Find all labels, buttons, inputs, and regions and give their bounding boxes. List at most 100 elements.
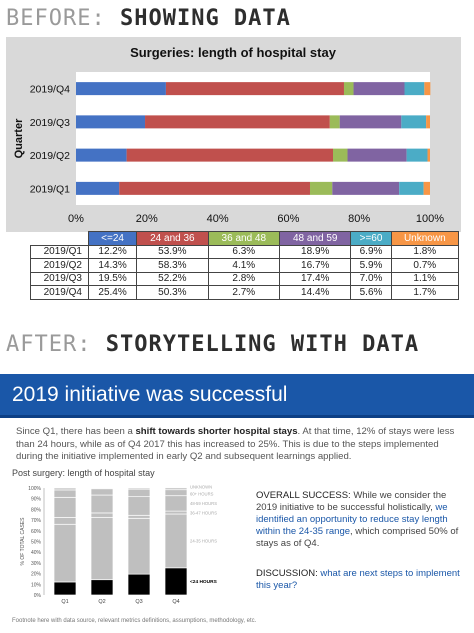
- after-bar-segment: [53, 487, 77, 491]
- table-cell: 25.4%: [87, 285, 138, 300]
- table-cell: 7.0%: [350, 271, 392, 286]
- banner-title: 2019 initiative was successful: [12, 383, 288, 406]
- after-bar-segment: [53, 489, 77, 498]
- table-cell: 0.7%: [390, 258, 460, 273]
- after-bar-segment: [90, 487, 114, 490]
- after-bar-segment: [164, 513, 188, 569]
- table-quarter-cell: 2019/Q3: [30, 271, 89, 286]
- table-cell: 50.3%: [136, 285, 209, 300]
- table-cell: 16.7%: [279, 258, 352, 273]
- before-category-label: 2019/Q4: [30, 84, 70, 96]
- table-cell: 6.9%: [350, 244, 392, 259]
- before-prefix: BEFORE:: [6, 6, 106, 31]
- table-quarter-cell: 2019/Q4: [30, 285, 89, 300]
- before-bar-segment: [165, 82, 344, 96]
- before-data-table: <=24 24 and 36 36 and 48 48 and 59 >=60 Unkno…: [30, 231, 460, 300]
- after-bar-segment: [127, 488, 151, 498]
- table-cell: 14.4%: [279, 285, 352, 300]
- success-text1: While we consider the 2019 initiative to…: [256, 490, 447, 513]
- after-bar-segment: [127, 496, 151, 516]
- before-bar-segment: [424, 82, 431, 96]
- after-series-label: 24-35 HOURS: [190, 538, 217, 543]
- before-title: SHOWING DATA: [119, 6, 291, 31]
- table-quarter-cell: 2019/Q1: [30, 244, 89, 259]
- after-x-tick-label: Q4: [172, 599, 179, 605]
- table-header-cell: 36 and 48: [207, 231, 281, 246]
- after-bar-segment: [127, 514, 151, 519]
- before-bar-segment: [404, 82, 425, 96]
- table-cell: 6.3%: [207, 244, 281, 259]
- table-header-cell: 24 and 36: [136, 231, 209, 246]
- after-series-label: 48-59 HOURS: [190, 501, 217, 506]
- after-y-tick-label: 10%: [31, 582, 42, 588]
- before-bar-segment: [333, 148, 348, 162]
- table-cell: 2.7%: [207, 285, 281, 300]
- before-bar-segment: [401, 115, 427, 129]
- table-cell: 17.4%: [279, 271, 352, 286]
- before-x-tick-label: 40%: [207, 213, 229, 225]
- before-bar-segment: [76, 115, 146, 129]
- before-heading: BEFORE: SHOWING DATA: [6, 6, 291, 31]
- success-note: OVERALL SUCCESS: While we consider the 2…: [256, 490, 468, 550]
- intro-bold: shift towards shorter hospital stays: [135, 426, 298, 437]
- after-x-tick-label: Q3: [135, 599, 142, 605]
- table-body: 2019/Q1 12.2% 53.9% 6.3% 18.9% 6.9% 1.8% 2019/Q…: [30, 244, 460, 300]
- success-text2: , which comprised 50% of stays as of Q4.: [256, 526, 459, 549]
- after-y-axis-label: % OF TOTAL CASES: [20, 517, 26, 566]
- after-bar-segment: [90, 579, 114, 596]
- after-y-tick-label: 20%: [31, 572, 42, 578]
- after-series-label: 60+ HOURS: [190, 492, 214, 497]
- before-bar-segment: [353, 82, 405, 96]
- before-x-tick-label: 100%: [416, 213, 444, 225]
- after-y-tick-label: 90%: [31, 497, 42, 503]
- before-bar-segment: [343, 82, 354, 96]
- table-header-cell: <=24: [87, 231, 138, 246]
- after-prefix: AFTER:: [6, 332, 92, 357]
- success-highlight: we identified an opportunity to reduce s…: [256, 502, 448, 537]
- table-cell: 1.1%: [390, 271, 460, 286]
- before-bar-segment: [309, 181, 333, 195]
- after-bar-segment: [164, 495, 188, 512]
- after-bar-chart: 0% 10% 20% 30% 40% 50% 60% 70% 80% 90% 100% % OF TO…: [20, 484, 218, 605]
- before-bar-segment: [339, 115, 402, 129]
- intro-paragraph: Since Q1, there has been a shift towards…: [16, 426, 462, 464]
- before-bar-segment: [145, 115, 330, 129]
- before-bar-segment: [119, 181, 310, 195]
- before-x-tick-label: 0%: [68, 213, 84, 225]
- before-x-tick-label: 60%: [277, 213, 299, 225]
- footnote: Footnote here with data source, relevant…: [12, 618, 257, 624]
- intro-part1: Since Q1, there has been a: [16, 426, 136, 437]
- after-bar-segment: [164, 510, 188, 515]
- after-y-tick-label: 80%: [31, 507, 42, 513]
- table-row: 2019/Q1 12.2% 53.9% 6.3% 18.9% 6.9% 1.8%: [30, 244, 460, 259]
- after-heading: AFTER: STORYTELLING WITH DATA: [6, 332, 419, 357]
- after-bar-segment: [90, 516, 114, 581]
- after-series-label: <24 HOURS: [190, 579, 218, 585]
- table-row: 2019/Q4 25.4% 50.3% 2.7% 14.4% 5.6% 1.7%: [30, 285, 460, 300]
- table-cell: 5.6%: [350, 285, 392, 300]
- after-bar-segment: [53, 581, 77, 596]
- before-bar-segment: [332, 181, 400, 195]
- table-cell: 12.2%: [87, 244, 138, 259]
- table-cell: 18.9%: [279, 244, 352, 259]
- after-y-tick-label: 70%: [31, 518, 42, 524]
- after-y-tick-label: 100%: [28, 486, 41, 492]
- table-quarter-cell: 2019/Q2: [30, 258, 89, 273]
- table-cell: 5.9%: [350, 258, 392, 273]
- after-bar-segment: [164, 567, 188, 596]
- before-bar-segment: [347, 148, 407, 162]
- before-category-label: 2019/Q3: [30, 117, 70, 129]
- table-cell: 52.2%: [136, 271, 209, 286]
- discussion-note: DISCUSSION: what are next steps to imple…: [256, 568, 468, 592]
- table-cell: 1.7%: [390, 285, 460, 300]
- before-bar-segment: [126, 148, 334, 162]
- before-bar-segment: [399, 181, 424, 195]
- before-bar-chart: Surgeries: length of hospital stay 2019/Q…: [6, 37, 461, 232]
- after-bar-segment: [90, 488, 114, 496]
- before-bar-segment: [427, 148, 430, 162]
- table-cell: 2.8%: [207, 271, 281, 286]
- before-bar-segment: [426, 115, 430, 129]
- discussion-head: DISCUSSION:: [256, 568, 318, 579]
- discussion-highlight: what are next steps to implement this ye…: [256, 568, 460, 591]
- table-cell: 14.3%: [87, 258, 138, 273]
